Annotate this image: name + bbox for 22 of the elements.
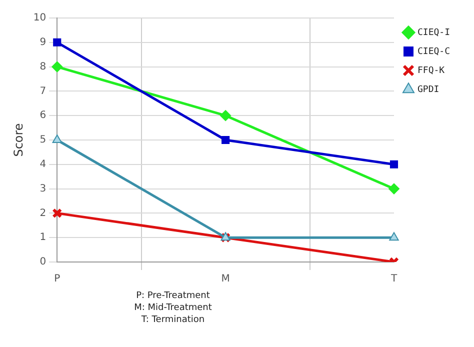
y-tick-label: 8: [40, 61, 46, 72]
legend-label: GPDI: [417, 84, 440, 95]
y-axis-title: Score: [11, 123, 26, 157]
y-tick-label: 1: [40, 232, 46, 244]
y-tick-label: 5: [40, 134, 46, 146]
x-tick-label: T: [390, 274, 398, 285]
legend-label: FFQ-K: [417, 66, 446, 76]
text: T: Termination: [140, 314, 206, 326]
x-tick-label: M: [221, 274, 230, 285]
y-tick-label: 0: [40, 256, 46, 268]
y-tick-label: 9: [40, 36, 46, 48]
text: M: Mid-Treatment: [133, 302, 213, 314]
x-tick-label: P: [54, 274, 60, 285]
y-tick-label: 4: [40, 158, 46, 170]
y-tick-label: 6: [40, 110, 46, 122]
y-tick-label: 3: [40, 183, 46, 194]
text: P: Pre-Treatment: [135, 290, 211, 302]
legend-label: CIEQ-I: [417, 28, 450, 38]
y-tick-label: 10: [33, 12, 46, 24]
legend-label: CIEQ-C: [417, 46, 450, 57]
y-tick-label: 7: [40, 86, 46, 97]
y-tick-label: 2: [40, 208, 46, 219]
